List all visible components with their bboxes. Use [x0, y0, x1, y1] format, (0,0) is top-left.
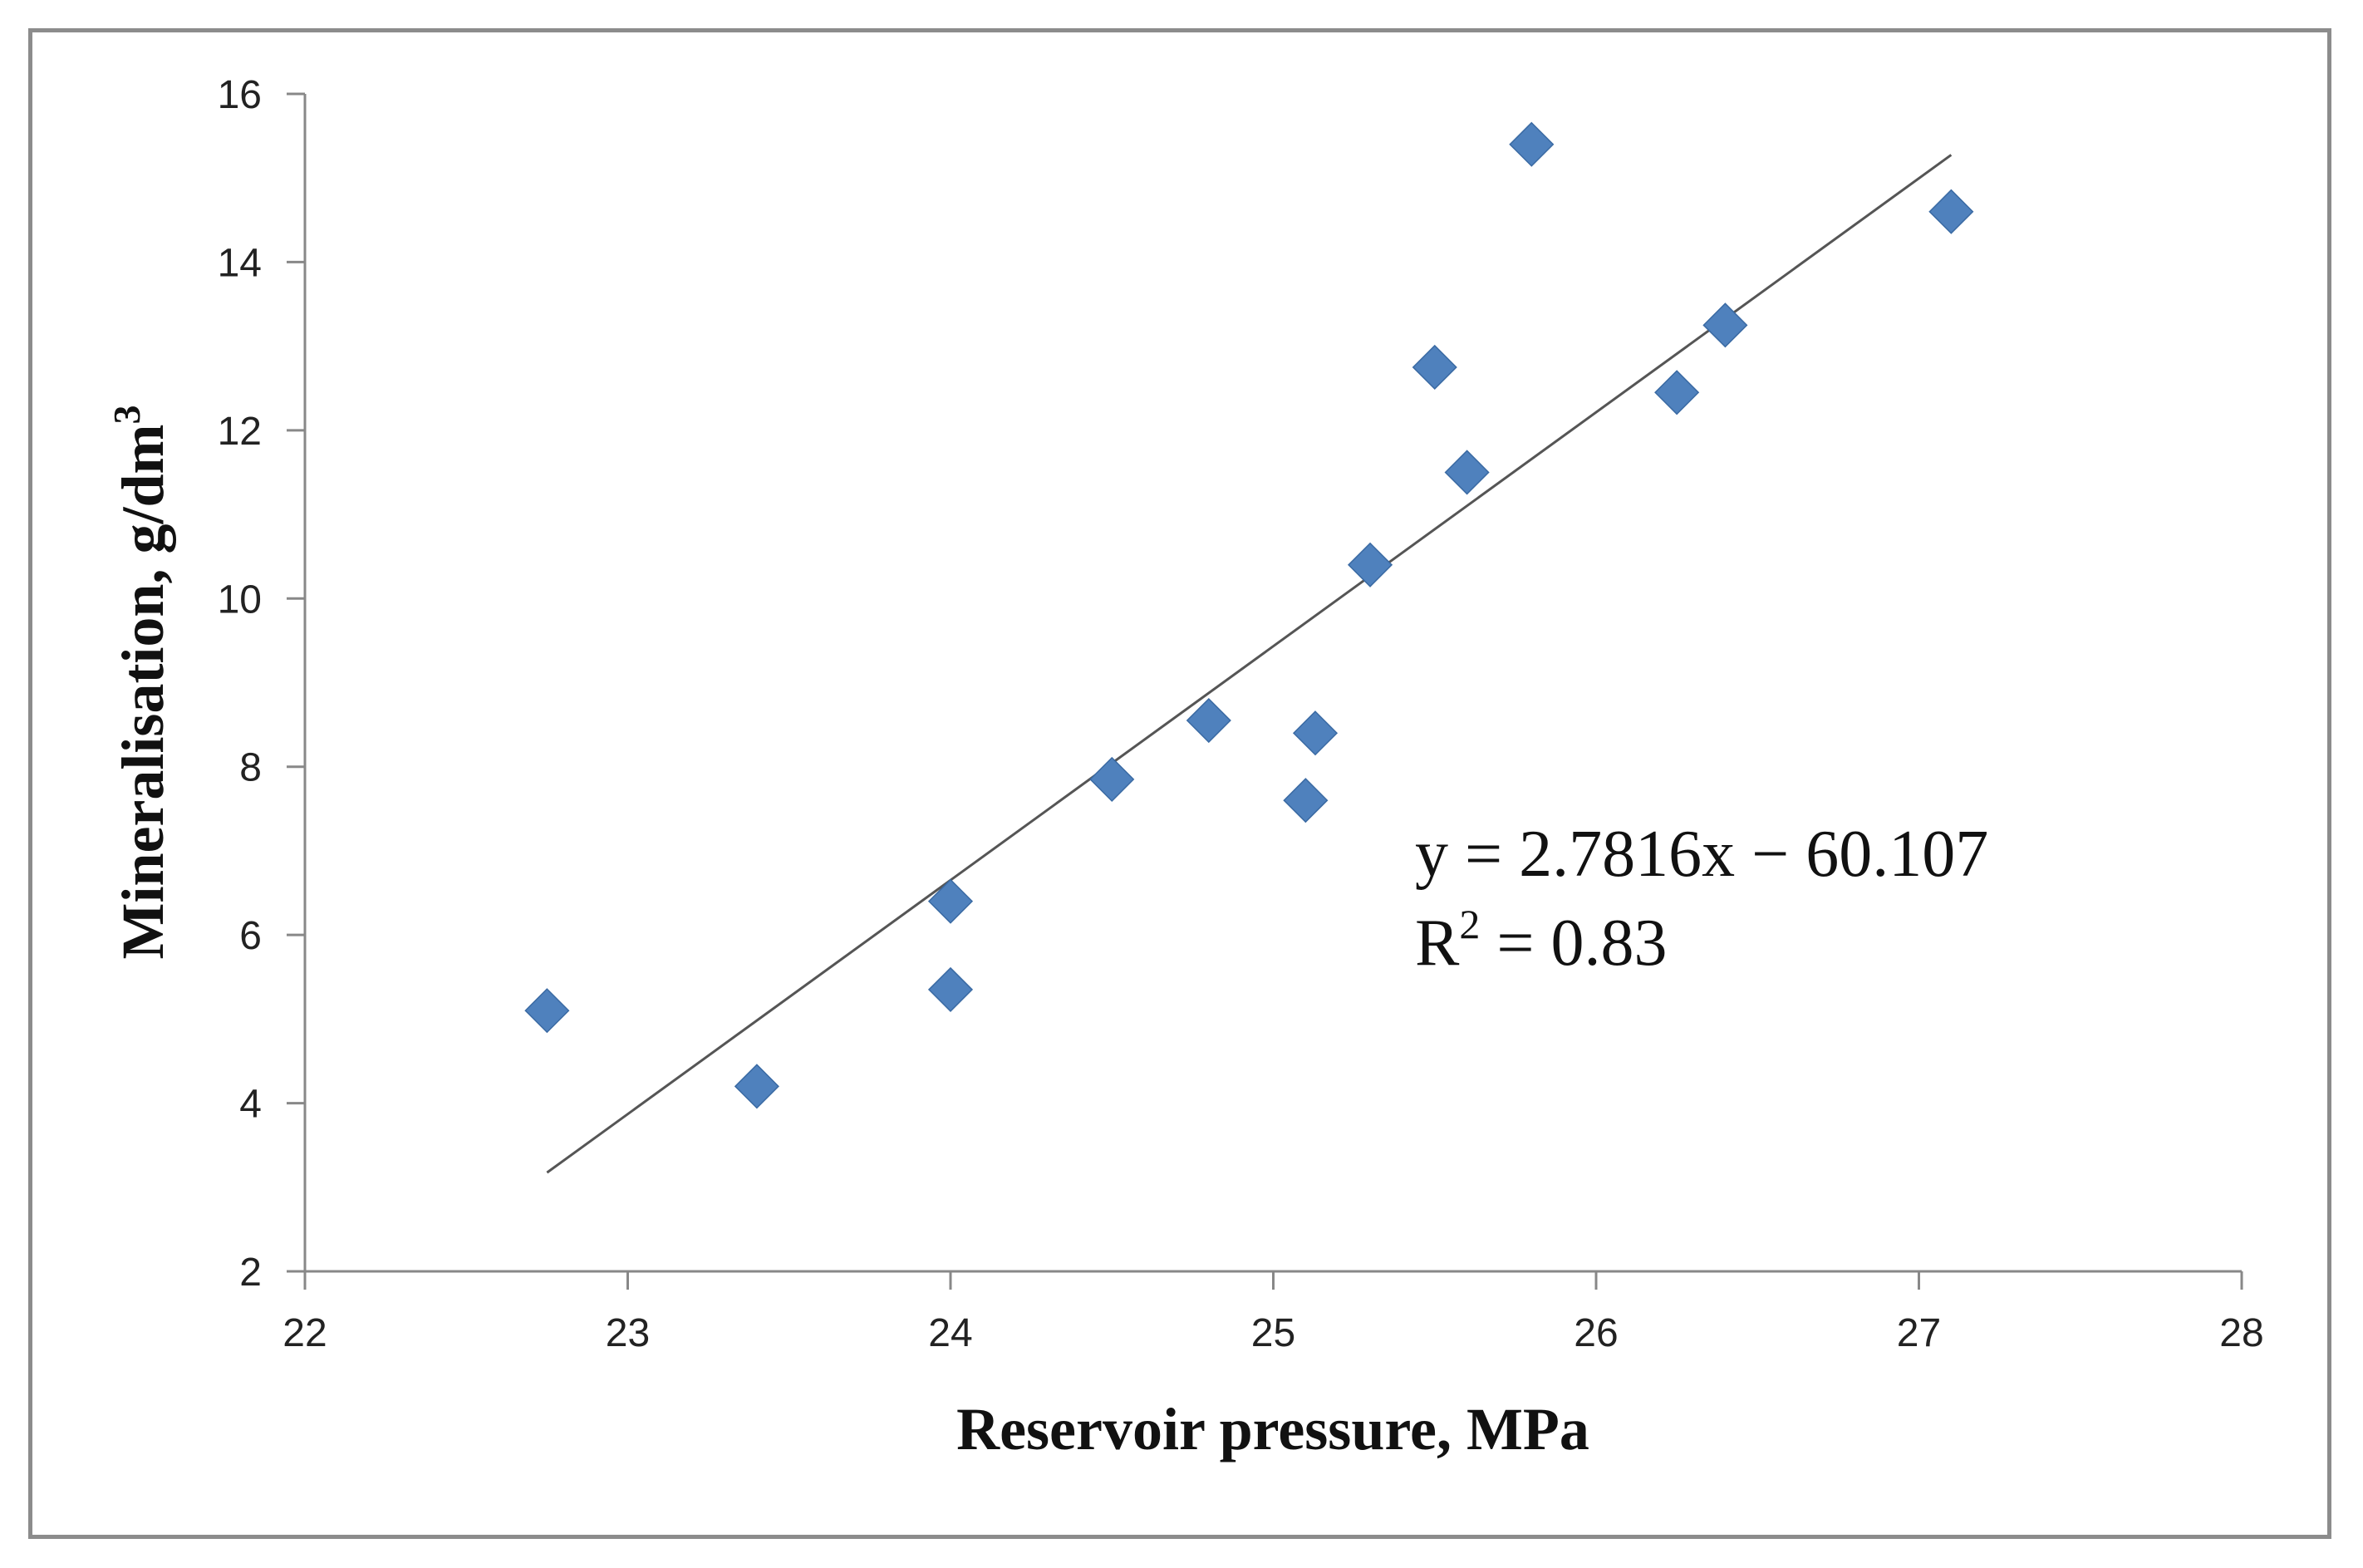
- y-tick-label: 12: [218, 410, 262, 454]
- x-tick-label: 22: [282, 1311, 327, 1355]
- y-tick-label: 10: [218, 578, 262, 622]
- r-squared-value: = 0.83: [1480, 907, 1667, 980]
- data-point-diamond: [1702, 302, 1748, 348]
- data-point-diamond: [1347, 542, 1393, 587]
- data-point-diamond: [1292, 710, 1339, 756]
- x-tick-label: 27: [1897, 1311, 1941, 1355]
- trendline-equation: y = 2.7816x − 60.107: [1415, 818, 1988, 891]
- r-squared-superscript: 2: [1459, 901, 1480, 947]
- x-tick-label: 28: [2219, 1311, 2263, 1355]
- data-point-diamond: [1283, 778, 1329, 823]
- y-tick-label: 16: [218, 73, 262, 117]
- y-tick-label: 8: [239, 746, 262, 790]
- r-squared-letter: R: [1415, 907, 1460, 980]
- data-point-diamond: [734, 1064, 779, 1109]
- y-tick-label: 4: [239, 1083, 262, 1127]
- y-tick-label: 14: [218, 241, 262, 285]
- data-point-diamond: [1186, 697, 1231, 744]
- x-tick-label: 24: [928, 1311, 972, 1355]
- x-tick-label: 25: [1251, 1311, 1295, 1355]
- data-point-diamond: [524, 988, 570, 1034]
- data-point-diamond: [1089, 756, 1135, 802]
- r-squared-label: R2 = 0.83: [1415, 901, 1667, 980]
- data-point-diamond: [1412, 344, 1457, 391]
- trendline-group: [546, 154, 1953, 1174]
- y-tick-label: 6: [239, 914, 262, 958]
- x-tick-label: 23: [606, 1311, 650, 1355]
- y-axis-title-text: Mineralisation, g/dm: [110, 425, 176, 960]
- y-tick-label: 2: [239, 1251, 262, 1295]
- y-axis-title: Mineralisation, g/dm3: [106, 406, 176, 960]
- x-axis-title: Reservoir pressure, MPa: [956, 1396, 1589, 1462]
- data-points: [524, 121, 1974, 1109]
- y-axis-title-superscript: 3: [106, 406, 148, 425]
- data-point-diamond: [1444, 450, 1490, 495]
- data-point-diamond: [1654, 370, 1700, 415]
- data-point-diamond: [1928, 189, 1974, 234]
- data-point-diamond: [927, 878, 974, 924]
- x-tick-label: 26: [1574, 1311, 1618, 1355]
- chart-frame: [28, 28, 2331, 1539]
- data-point-diamond: [1509, 121, 1555, 167]
- data-point-diamond: [927, 966, 974, 1012]
- trendline: [546, 154, 1953, 1174]
